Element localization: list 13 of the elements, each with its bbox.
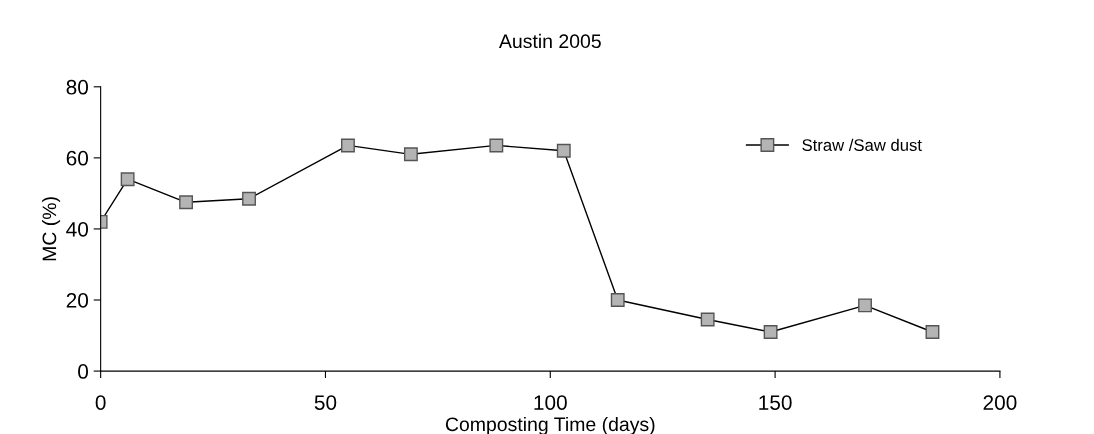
- x-tick-label: 0: [95, 395, 106, 410]
- y-tick-label: 0: [78, 364, 89, 379]
- x-tick-label: 150: [759, 395, 792, 410]
- y-tick-label: 80: [66, 79, 89, 95]
- x-tick-label: 200: [983, 395, 1017, 410]
- x-tick-label: 100: [534, 395, 567, 410]
- legend-label: Straw /Saw dust: [802, 138, 922, 151]
- y-tick-label: 20: [66, 293, 89, 308]
- y-tick-label: 40: [66, 221, 89, 237]
- x-tick-label: 50: [314, 395, 337, 410]
- y-axis-title: MC (%): [41, 197, 61, 261]
- chart-title: Austin 2005: [498, 33, 601, 49]
- y-tick-label: 60: [66, 150, 89, 166]
